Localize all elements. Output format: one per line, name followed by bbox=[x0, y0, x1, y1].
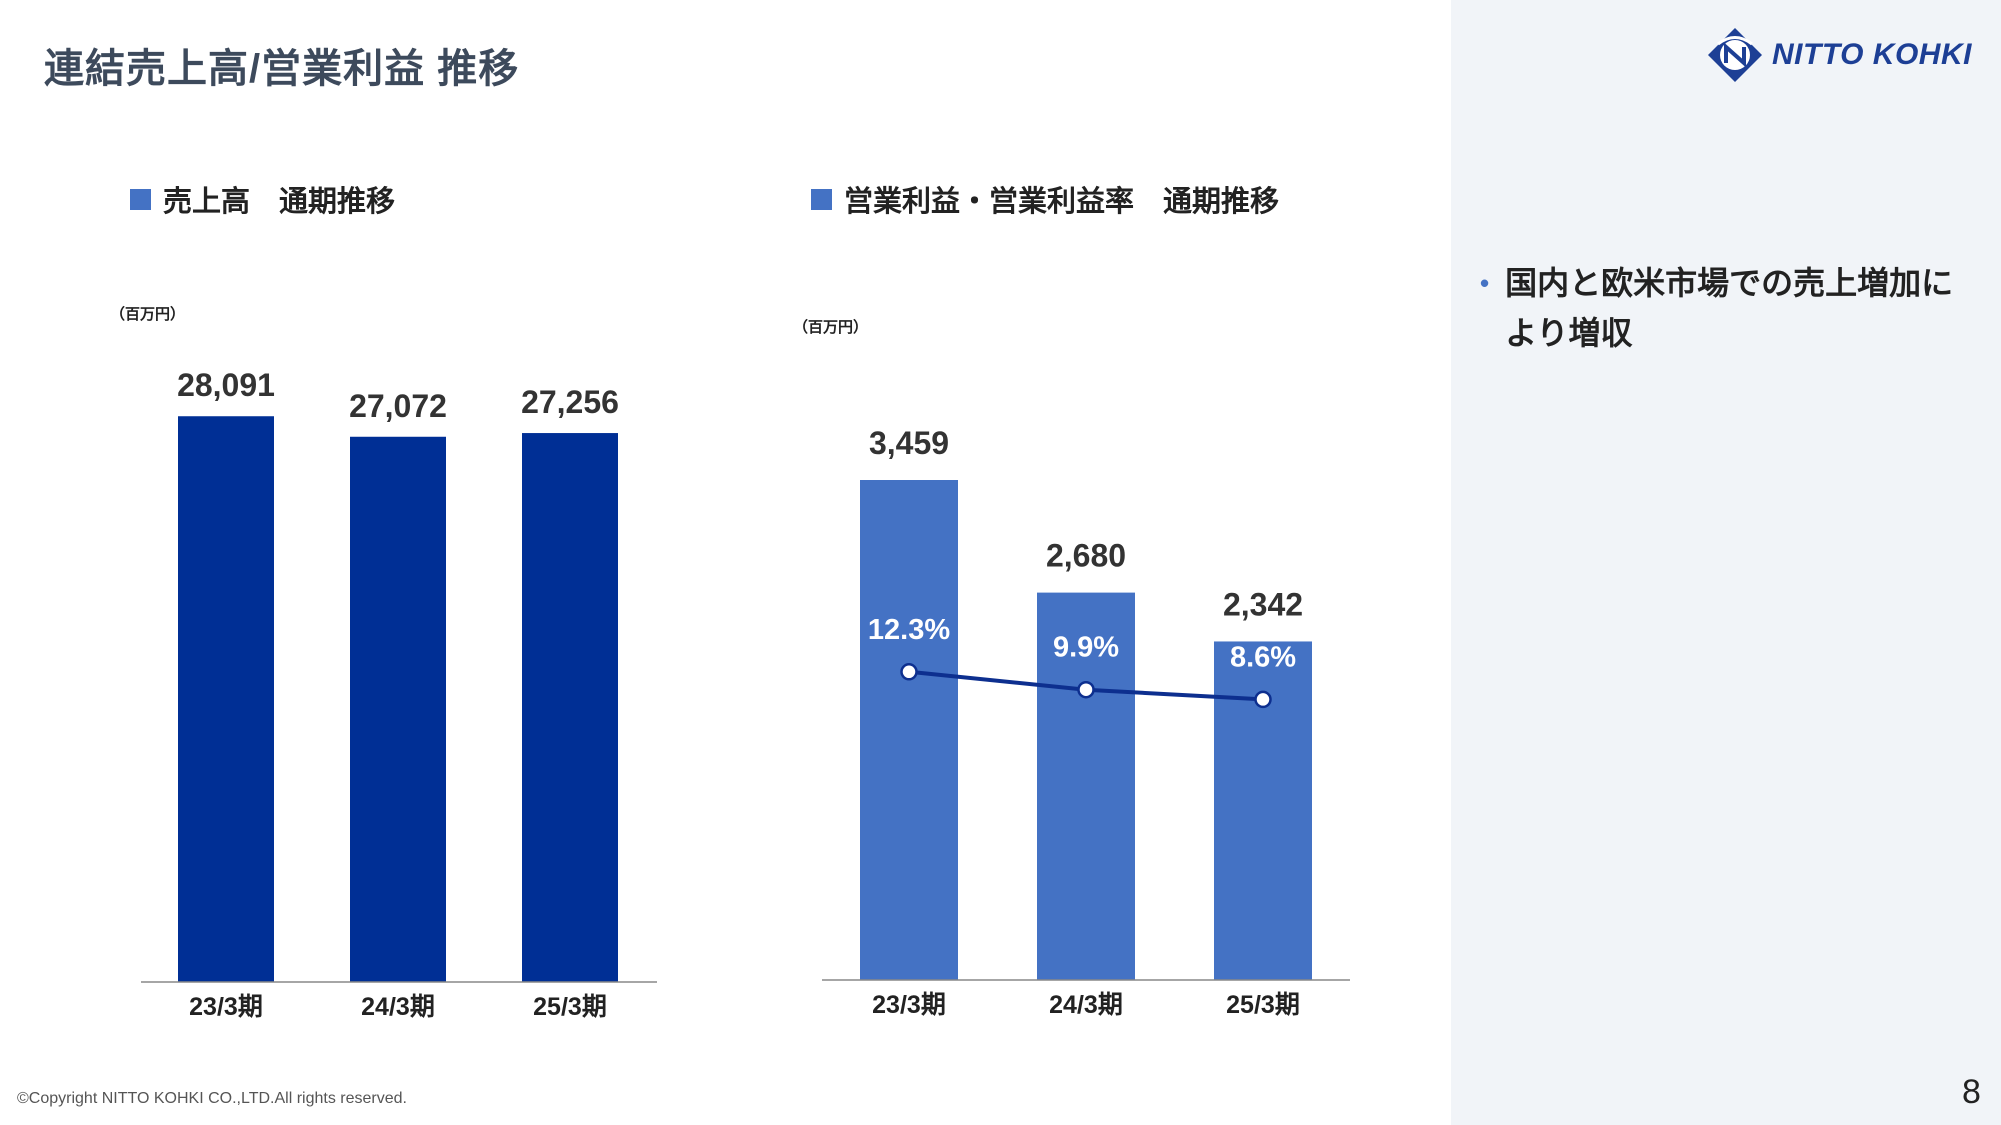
company-logo: NITTO KOHKI bbox=[1706, 26, 1972, 84]
profit-category-label-1: 23/3期 bbox=[872, 991, 946, 1019]
profit-bar-1 bbox=[860, 480, 958, 980]
profit-value-label-3: 2,342 bbox=[1223, 586, 1303, 622]
profit-value-label-2: 2,680 bbox=[1046, 538, 1126, 574]
sales-bar-3 bbox=[522, 433, 618, 983]
profit-category-label-2: 24/3期 bbox=[1049, 991, 1123, 1019]
commentary-panel bbox=[1451, 0, 2001, 1125]
commentary-bullet: • 国内と欧米市場での売上増加により増収 bbox=[1480, 258, 1960, 358]
logo-text: NITTO KOHKI bbox=[1772, 38, 1972, 71]
profit-unit-label: （百万円） bbox=[793, 319, 869, 336]
margin-label-1: 12.3% bbox=[868, 614, 950, 646]
sales-bar-2 bbox=[350, 436, 446, 983]
profit-section-title: 営業利益・営業利益率 通期推移 bbox=[811, 178, 1279, 220]
profit-section-title-text: 営業利益・営業利益率 通期推移 bbox=[844, 186, 1280, 218]
margin-point-2 bbox=[1077, 680, 1095, 699]
sales-value-label-1: 28,091 bbox=[177, 367, 275, 403]
sales-value-label-2: 27,072 bbox=[349, 388, 447, 424]
margin-point-1 bbox=[900, 663, 918, 681]
copyright-text: ©Copyright NITTO KOHKI CO.,LTD.All right… bbox=[17, 1090, 407, 1107]
profit-category-label-3: 25/3期 bbox=[1226, 991, 1300, 1019]
sales-value-label-3: 27,256 bbox=[521, 384, 619, 420]
profit-bar-2 bbox=[1037, 592, 1135, 980]
sales-section-title-text: 売上高 通期推移 bbox=[163, 186, 396, 218]
sales-category-label-3: 25/3期 bbox=[533, 993, 607, 1021]
bullet-dot-icon: • bbox=[1480, 268, 1490, 298]
page-number: 8 bbox=[1962, 1073, 1981, 1111]
margin-label-2: 9.9% bbox=[1053, 632, 1119, 664]
sales-section-title: 売上高 通期推移 bbox=[130, 178, 395, 220]
profit-legend-square bbox=[811, 188, 832, 210]
sales-unit-label: （百万円） bbox=[110, 306, 186, 323]
sales-category-label-1: 23/3期 bbox=[189, 993, 263, 1021]
margin-point-3 bbox=[1254, 690, 1272, 709]
page-title: 連結売上高/営業利益 推移 bbox=[44, 47, 520, 91]
nitto-kohki-logo-icon bbox=[1708, 28, 1762, 82]
sales-bar-1 bbox=[178, 416, 274, 982]
margin-label-3: 8.6% bbox=[1230, 641, 1296, 673]
sales-legend-square bbox=[130, 188, 151, 210]
sales-category-label-2: 24/3期 bbox=[361, 993, 435, 1021]
commentary-bullet-text: 国内と欧米市場での売上増加により増収 bbox=[1505, 265, 1954, 351]
profit-value-label-1: 3,459 bbox=[869, 425, 949, 461]
